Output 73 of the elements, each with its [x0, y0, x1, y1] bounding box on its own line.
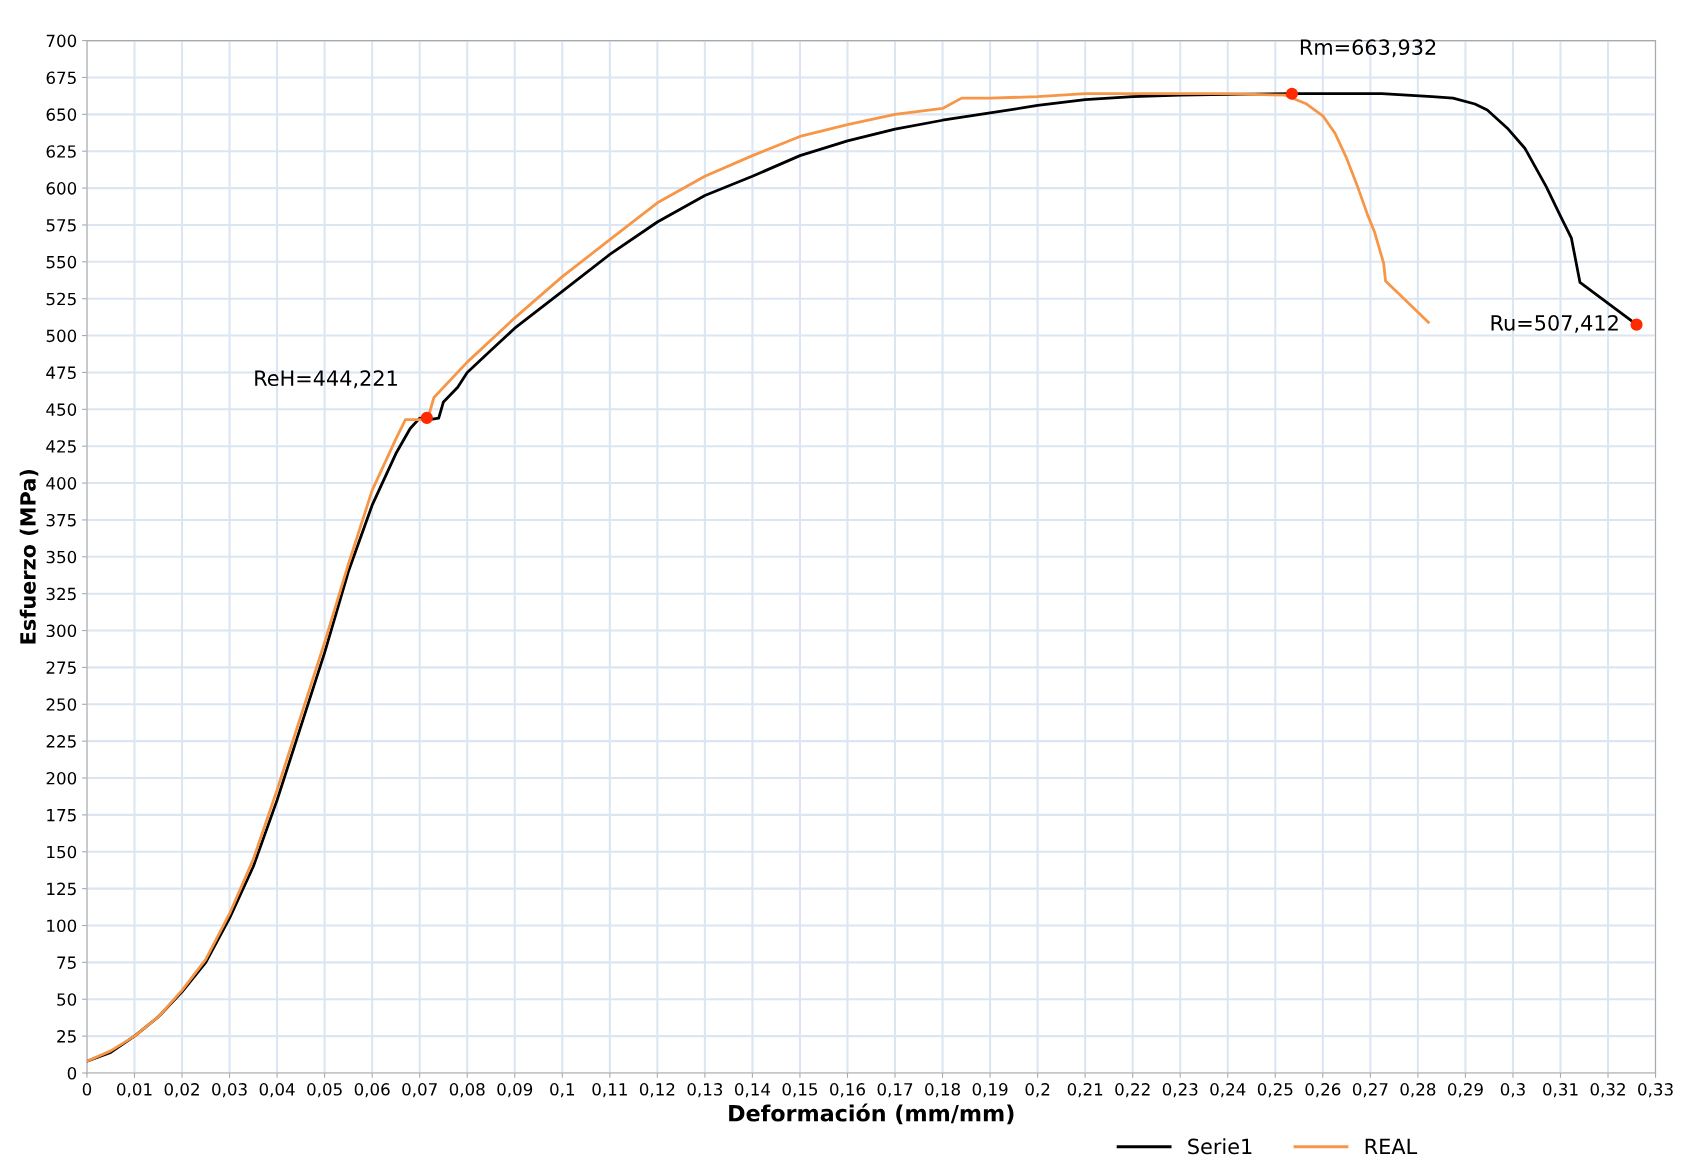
x-tick-label: 0,15 [782, 1083, 818, 1098]
x-tick-label: 0,26 [1305, 1083, 1341, 1098]
point [1630, 318, 1643, 331]
x-tick-label: 0,13 [687, 1083, 723, 1098]
y-tick-label: 400 [46, 477, 77, 490]
x-tick-label: 0,31 [1543, 1083, 1578, 1098]
x-tick-label: 0,08 [449, 1083, 485, 1098]
y-tick-label: 525 [46, 292, 76, 306]
x-tick-label: 0,32 [1590, 1083, 1625, 1098]
y-tick-label: 500 [46, 329, 77, 343]
y-tick-label: 625 [46, 145, 76, 158]
y-tick-label: 175 [47, 809, 76, 822]
x-tick-label: 0,16 [830, 1083, 865, 1098]
point [420, 411, 433, 424]
y-axis-title: Esfuerzo (MPa) [19, 470, 39, 644]
y-tick-label: 600 [46, 182, 77, 195]
y-tick-label: 100 [47, 919, 77, 933]
x-tick-label: 0,09 [497, 1083, 533, 1098]
x-tick-label: 0,24 [1210, 1083, 1246, 1098]
y-tick-label: 200 [46, 771, 77, 785]
x-tick-label: 0,01 [117, 1083, 152, 1098]
y-tick-label: 150 [47, 845, 77, 859]
y-tick-label: 0 [67, 1066, 77, 1080]
legend-label: REAL [1365, 1138, 1418, 1155]
x-axis-title: Deformación (mm/mm) [729, 1103, 1014, 1125]
annotation: Ru=507,412 [1491, 314, 1618, 333]
y-tick-label: 675 [46, 71, 76, 85]
x-tick-label: 0,3 [1500, 1083, 1525, 1098]
x-tick-label: 0,04 [259, 1083, 295, 1098]
x-tick-label: 0,27 [1352, 1083, 1388, 1098]
annotation: ReH=444,221 [255, 370, 397, 389]
x-tick-label: 0,28 [1400, 1083, 1436, 1098]
x-tick-label: 0,2 [1025, 1083, 1050, 1098]
y-tick-label: 375 [46, 513, 76, 527]
y-tick-label: 350 [46, 550, 77, 564]
y-tick-label: 325 [46, 587, 76, 601]
y-tick-label: 650 [46, 108, 77, 121]
x-tick-label: 0,14 [734, 1083, 771, 1098]
x-tick-label: 0,18 [925, 1083, 960, 1098]
y-tick-label: 475 [46, 366, 76, 380]
y-tick-label: 250 [46, 698, 77, 711]
x-tick-label: 0,25 [1257, 1083, 1293, 1098]
y-tick-label: 550 [46, 255, 77, 269]
x-tick-label: 0,1 [550, 1083, 574, 1098]
x-tick-label: 0,11 [592, 1083, 627, 1098]
legend-label: Serie1 [1188, 1138, 1252, 1155]
x-tick-label: 0,21 [1067, 1083, 1103, 1098]
y-tick-label: 275 [46, 661, 76, 674]
x-tick-label: 0,02 [164, 1083, 199, 1098]
y-tick-label: 425 [46, 440, 76, 453]
x-tick-label: 0,29 [1447, 1083, 1483, 1098]
x-tick-label: 0,19 [972, 1083, 1008, 1098]
y-tick-label: 25 [57, 1030, 76, 1043]
y-tick-label: 125 [47, 882, 76, 896]
x-tick-label: 0,03 [212, 1083, 247, 1098]
x-tick-label: 0,07 [402, 1083, 437, 1098]
x-tick-label: 0,33 [1638, 1083, 1673, 1098]
y-tick-label: 450 [46, 403, 77, 416]
x-tick-label: 0,06 [354, 1083, 390, 1098]
point [1285, 87, 1298, 100]
y-tick-label: 50 [57, 993, 77, 1006]
x-tick-label: 0,12 [639, 1083, 675, 1098]
x-tick-label: 0,17 [877, 1083, 913, 1098]
y-tick-label: 225 [46, 735, 76, 748]
y-tick-label: 75 [57, 956, 76, 969]
y-tick-label: 575 [46, 219, 76, 232]
annotation: Rm=663,932 [1300, 39, 1436, 58]
y-tick-label: 300 [46, 624, 77, 638]
x-tick-label: 0,23 [1162, 1083, 1198, 1098]
x-tick-label: 0,05 [307, 1083, 342, 1098]
x-tick-label: 0,22 [1115, 1083, 1150, 1098]
x-tick-label: 0 [82, 1083, 92, 1096]
y-tick-label: 700 [46, 34, 77, 48]
